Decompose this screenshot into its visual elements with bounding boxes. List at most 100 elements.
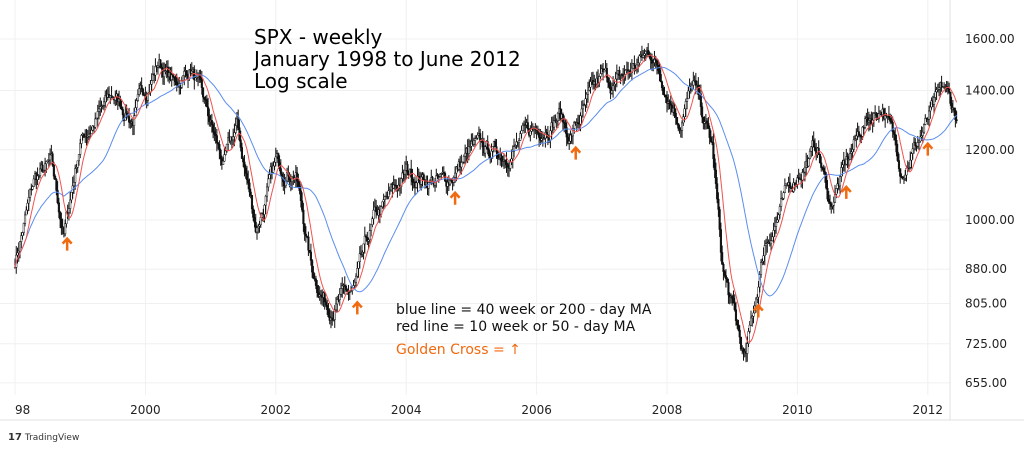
candle-body xyxy=(135,100,138,108)
candle-body xyxy=(59,211,62,220)
candle-body xyxy=(476,134,479,139)
candle-body xyxy=(724,275,727,279)
candle-body xyxy=(765,243,768,246)
x-tick-label: 2004 xyxy=(391,403,422,417)
candle-body xyxy=(897,160,901,169)
candle-body xyxy=(610,90,613,94)
candle-body xyxy=(467,146,470,154)
candle-body xyxy=(875,112,878,116)
candle-body xyxy=(922,124,926,133)
candle-body xyxy=(223,154,226,162)
candle-body xyxy=(739,336,743,350)
candle-body xyxy=(240,147,243,159)
candle-body xyxy=(232,136,235,141)
candle-body xyxy=(568,140,571,144)
candle-body xyxy=(357,261,360,269)
candle-body xyxy=(521,125,524,131)
candle-body xyxy=(210,120,213,125)
candle-body xyxy=(855,135,858,140)
candle-body xyxy=(701,106,704,118)
candle-body xyxy=(268,174,271,180)
candle-body xyxy=(120,106,123,110)
candle-body xyxy=(659,74,662,82)
candle-body xyxy=(70,192,73,201)
candle-body xyxy=(381,201,384,208)
candle-body xyxy=(27,197,30,204)
candle-body xyxy=(579,115,582,125)
candle-body xyxy=(773,226,776,231)
candle-body xyxy=(734,309,738,321)
candle-body xyxy=(353,281,356,286)
y-tick-label: 1600.00 xyxy=(965,32,1015,46)
candle-body xyxy=(218,143,221,151)
candle-body xyxy=(820,162,823,168)
candle-body xyxy=(658,70,661,75)
candle-body xyxy=(496,151,499,159)
candle-body xyxy=(642,55,645,58)
candle-body xyxy=(273,162,276,167)
candle-body xyxy=(612,85,615,91)
candle-body xyxy=(431,177,434,184)
candle-body xyxy=(411,176,414,183)
candle-body xyxy=(205,99,208,108)
y-tick-label: 1400.00 xyxy=(965,83,1015,97)
candle-body xyxy=(680,122,684,131)
golden-cross-arrow-icon xyxy=(922,141,934,156)
candle-body xyxy=(949,91,952,104)
candle-body xyxy=(759,262,763,275)
candle-body xyxy=(615,73,618,80)
candle-body xyxy=(387,190,390,197)
candle-body xyxy=(323,292,326,303)
tradingview-icon: 17 xyxy=(8,432,22,443)
candle-body xyxy=(732,297,735,304)
candle-body xyxy=(265,186,269,197)
candle-body xyxy=(851,149,854,153)
candle-body xyxy=(333,309,336,320)
candle-body xyxy=(647,49,650,55)
candle-body xyxy=(565,127,568,138)
candle-body xyxy=(506,164,509,168)
candle-body xyxy=(553,120,556,128)
candle-body xyxy=(719,229,722,253)
candle-body xyxy=(460,162,463,168)
candle-body xyxy=(564,123,567,128)
candle-body xyxy=(277,153,280,163)
candle-body xyxy=(370,224,373,231)
candle-body xyxy=(727,282,730,296)
candle-body xyxy=(624,69,627,75)
y-tick-label: 655.00 xyxy=(965,376,1007,390)
legend-blue: blue line = 40 week or 200 - day MA xyxy=(396,302,652,318)
candle-body xyxy=(159,59,162,68)
candle-body xyxy=(746,343,749,354)
candle-body xyxy=(136,94,139,101)
candle-body xyxy=(49,154,52,161)
candle-body xyxy=(707,123,710,129)
candle-body xyxy=(234,125,237,133)
candle-body xyxy=(462,156,465,163)
candle-body xyxy=(714,169,717,184)
candle-body xyxy=(57,202,60,213)
x-tick-label: 2012 xyxy=(913,403,944,417)
candle-body xyxy=(953,107,956,111)
candle-body xyxy=(301,200,304,211)
candle-body xyxy=(212,124,215,132)
candle-body xyxy=(326,304,329,311)
candle-body xyxy=(244,167,247,174)
y-tick-label: 1200.00 xyxy=(965,143,1015,157)
candle-body xyxy=(354,275,358,283)
candle-body xyxy=(23,214,27,224)
candle-body xyxy=(324,301,328,306)
candle-body xyxy=(889,118,892,122)
candle-body xyxy=(910,153,913,161)
tradingview-logo[interactable]: 17 TradingView xyxy=(8,432,79,443)
candle-body xyxy=(219,149,222,159)
candle-body xyxy=(272,165,275,173)
candle-body xyxy=(25,209,28,216)
candle-body xyxy=(253,217,256,223)
ma10-line xyxy=(14,54,958,343)
candle-body xyxy=(771,236,774,241)
candle-body xyxy=(644,51,647,54)
candle-body xyxy=(302,209,305,225)
candle-body xyxy=(80,135,83,144)
golden-cross-arrow-icon xyxy=(752,303,764,318)
